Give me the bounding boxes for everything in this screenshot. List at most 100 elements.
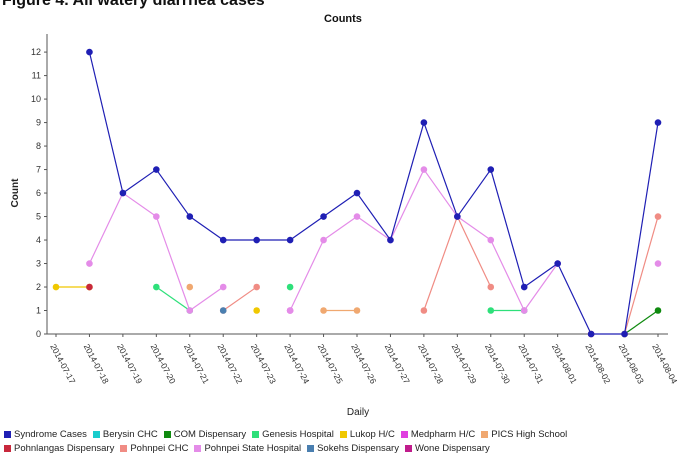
y-tick-label: 0 — [36, 329, 41, 339]
data-point[interactable] — [487, 307, 495, 314]
data-point[interactable] — [654, 307, 662, 314]
series-line — [423, 215, 492, 311]
legend-item[interactable]: Berysin CHC — [92, 428, 158, 442]
series-line — [88, 192, 224, 312]
legend-swatch — [194, 444, 202, 452]
x-tick-label: 2014-07-20 — [149, 342, 178, 385]
data-point[interactable] — [286, 236, 294, 244]
legend-swatch — [4, 430, 11, 438]
x-tick-label: 2014-08-03 — [617, 342, 646, 385]
legend-label: Pohnpei State Hospital — [204, 443, 302, 454]
legend-label: Lukop H/C — [349, 429, 395, 440]
data-point[interactable] — [320, 213, 327, 220]
data-point[interactable] — [320, 236, 327, 244]
x-tick-label: 2014-07-27 — [383, 342, 412, 385]
data-point[interactable] — [353, 307, 361, 314]
legend-swatch — [120, 444, 128, 452]
y-tick-label: 12 — [31, 47, 41, 57]
data-point[interactable] — [186, 213, 194, 220]
legend-swatch — [339, 430, 347, 438]
legend-item[interactable]: Pohnpei State Hospital — [194, 442, 301, 456]
legend-item[interactable]: COM Dispensary — [163, 428, 246, 442]
data-point[interactable] — [86, 260, 93, 267]
legend-item[interactable]: Sokehs Dispensary — [307, 442, 399, 456]
legend-label: Pohnlangas Dispensary — [14, 443, 115, 454]
legend-swatch — [92, 430, 100, 438]
legend-label: Berysin CHC — [102, 429, 158, 440]
x-tick-label: 2014-07-18 — [82, 342, 111, 385]
legend-swatch — [163, 430, 171, 438]
series-pics-high-school — [186, 283, 361, 314]
data-point[interactable] — [253, 236, 260, 244]
legend-item[interactable]: Lukop H/C — [339, 428, 395, 442]
data-point[interactable] — [487, 236, 495, 244]
data-point[interactable] — [86, 283, 93, 291]
series-layer — [52, 48, 662, 338]
x-tick-label: 2014-07-19 — [115, 342, 144, 385]
legend-label: Syndrome Cases — [14, 429, 87, 440]
data-point[interactable] — [153, 283, 160, 291]
y-tick-label: 7 — [36, 165, 41, 175]
data-point[interactable] — [387, 236, 394, 244]
data-point[interactable] — [286, 283, 294, 291]
x-tick-label: 2014-08-02 — [583, 342, 612, 385]
data-point[interactable] — [621, 330, 628, 338]
chart-title: Counts — [324, 13, 362, 25]
data-point[interactable] — [219, 236, 227, 244]
x-tick-label: 2014-07-17 — [48, 342, 77, 385]
data-point[interactable] — [186, 307, 194, 314]
data-point[interactable] — [86, 48, 93, 56]
y-tick-label: 11 — [32, 71, 41, 81]
data-point[interactable] — [253, 283, 260, 291]
y-tick-label: 10 — [31, 94, 41, 104]
data-point[interactable] — [320, 307, 327, 314]
data-point[interactable] — [119, 189, 127, 197]
series-line — [222, 286, 258, 311]
legend-item[interactable]: PICS High School — [481, 428, 567, 442]
data-point[interactable] — [587, 330, 595, 338]
x-tick-label: 2014-07-24 — [282, 342, 311, 385]
legend-item[interactable]: Pohnlangas Dispensary — [4, 442, 114, 456]
legend-swatch — [400, 430, 408, 438]
data-point[interactable] — [353, 189, 361, 197]
legend-item[interactable]: Wone Dispensary — [404, 442, 490, 456]
legend-swatch — [252, 430, 260, 438]
data-point[interactable] — [454, 213, 461, 220]
data-point[interactable] — [420, 307, 428, 314]
data-point[interactable] — [654, 213, 662, 220]
series-line — [623, 216, 659, 335]
data-point[interactable] — [186, 283, 194, 291]
data-point[interactable] — [520, 307, 528, 314]
data-point[interactable] — [420, 119, 428, 126]
legend-item[interactable]: Medpharm H/C — [400, 428, 475, 442]
data-point[interactable] — [520, 283, 528, 291]
y-tick-label: 3 — [36, 259, 41, 269]
x-tick-label: 2014-07-22 — [215, 342, 244, 385]
legend-item[interactable]: Genesis Hospital — [252, 428, 334, 442]
data-point[interactable] — [219, 307, 227, 314]
page-heading: Figure 4. All watery diarrhea cases — [2, 0, 265, 9]
data-point[interactable] — [353, 213, 361, 220]
data-point[interactable] — [487, 283, 495, 291]
x-tick-label: 2014-07-25 — [316, 342, 345, 385]
legend-swatch — [307, 444, 315, 452]
data-point[interactable] — [52, 283, 60, 291]
data-point[interactable] — [286, 307, 294, 314]
data-point[interactable] — [153, 213, 160, 220]
legend-item[interactable]: Syndrome Cases — [4, 428, 87, 442]
data-point[interactable] — [654, 260, 662, 267]
data-point[interactable] — [219, 283, 227, 291]
legend-item[interactable]: Pohnpei CHC — [120, 442, 188, 456]
data-point[interactable] — [654, 119, 662, 126]
data-point[interactable] — [153, 166, 160, 173]
y-tick-label: 8 — [36, 141, 41, 151]
series-line — [155, 286, 191, 311]
data-point[interactable] — [253, 307, 260, 314]
data-point[interactable] — [554, 260, 561, 267]
legend-label: PICS High School — [491, 429, 568, 440]
data-point[interactable] — [487, 166, 495, 173]
legend-label: Genesis Hospital — [262, 429, 334, 440]
data-point[interactable] — [420, 166, 428, 173]
